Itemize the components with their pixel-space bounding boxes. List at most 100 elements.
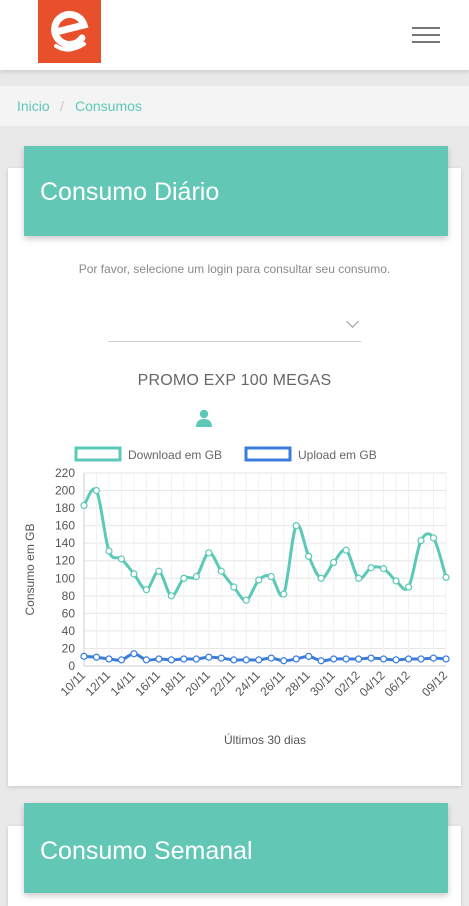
y-tick-label: 120 — [55, 554, 75, 568]
data-point — [267, 572, 275, 581]
breadcrumb: Inicio / Consumos — [0, 86, 469, 126]
data-point — [267, 654, 275, 662]
data-point — [130, 570, 138, 578]
data-point — [217, 654, 225, 662]
data-point — [192, 572, 200, 581]
data-point — [355, 574, 363, 582]
breadcrumb-current: Consumos — [75, 98, 142, 114]
data-point — [205, 549, 213, 557]
data-point — [392, 577, 400, 585]
x-tick-label: 12/11 — [83, 668, 114, 699]
x-tick-label: 28/11 — [282, 668, 313, 699]
data-point — [142, 656, 151, 664]
top-navbar — [0, 0, 469, 70]
y-tick-label: 80 — [62, 589, 76, 603]
data-point — [155, 567, 163, 575]
data-point — [429, 534, 438, 542]
x-tick-label: 24/11 — [232, 668, 263, 699]
x-tick-label: 16/11 — [133, 668, 164, 699]
x-tick-label: 04/12 — [357, 668, 388, 699]
plan-name: PROMO EXP 100 MEGAS — [137, 372, 332, 389]
user-icon — [196, 409, 212, 427]
data-point — [117, 656, 126, 664]
data-point — [80, 652, 88, 660]
x-tick-label: 09/12 — [419, 668, 450, 699]
y-tick-label: 40 — [62, 624, 76, 638]
data-point — [317, 574, 325, 582]
x-tick-label: 06/12 — [382, 668, 413, 699]
data-point — [167, 656, 175, 664]
x-tick-label: 02/12 — [332, 668, 363, 699]
data-point — [280, 590, 288, 598]
data-point — [117, 555, 126, 563]
data-point — [417, 536, 425, 545]
data-point — [242, 656, 250, 664]
breadcrumb-home-link[interactable]: Inicio — [17, 98, 50, 114]
e-brand-logo-icon — [51, 10, 89, 52]
data-point — [80, 501, 88, 510]
data-point — [230, 656, 238, 664]
data-point — [367, 654, 375, 662]
series-line — [83, 652, 447, 663]
data-point — [342, 655, 350, 663]
data-point — [192, 655, 200, 663]
data-point — [342, 546, 350, 554]
x-axis-label: Últimos 30 dias — [224, 732, 306, 747]
data-point — [255, 656, 263, 664]
data-point — [130, 650, 138, 658]
data-point — [217, 567, 225, 575]
y-tick-label: 60 — [62, 606, 76, 620]
weekly-card-title: Consumo Semanal — [40, 837, 253, 865]
legend-swatch — [244, 446, 292, 462]
legend-label: Download em GB — [128, 448, 222, 462]
x-tick-label: 10/11 — [58, 668, 89, 699]
hamburger-menu-icon-bar — [412, 41, 440, 43]
data-point — [404, 655, 413, 663]
data-point — [167, 592, 175, 600]
x-tick-label: 22/11 — [207, 668, 238, 699]
data-point — [92, 653, 101, 661]
hamburger-menu-button[interactable] — [412, 24, 442, 46]
data-point — [379, 565, 388, 573]
data-point — [230, 583, 238, 591]
data-point — [330, 558, 338, 567]
y-tick-label: 100 — [55, 571, 75, 585]
y-tick-label: 180 — [55, 501, 75, 515]
series-line — [82, 487, 448, 602]
x-tick-label: 14/11 — [108, 668, 139, 699]
hamburger-menu-icon-bar — [412, 34, 440, 36]
data-point — [292, 655, 300, 663]
x-tick-label: 26/11 — [257, 668, 288, 699]
login-instruction-text: Por favor, selecione um login para consu… — [78, 262, 391, 276]
login-select[interactable] — [108, 305, 361, 342]
y-tick-label: 20 — [62, 641, 76, 655]
y-tick-label: 220 — [55, 466, 75, 480]
data-point — [305, 652, 313, 660]
brand-logo[interactable] — [38, 0, 101, 63]
data-point — [392, 656, 400, 664]
data-point — [242, 596, 250, 604]
data-point — [155, 655, 163, 663]
y-axis-label: Consumo em GB — [23, 523, 37, 615]
data-point — [429, 654, 438, 662]
data-point — [180, 574, 188, 582]
legend-label: Upload em GB — [298, 448, 377, 462]
data-point — [404, 583, 413, 591]
y-tick-label: 0 — [68, 659, 75, 673]
y-tick-label: 160 — [55, 519, 75, 533]
data-point — [180, 655, 188, 663]
daily-consumption-chart: 0 20 40 60 80 100 120 140 160 180 200 220 10/1112/11… — [23, 446, 450, 747]
legend-swatch — [74, 446, 122, 462]
y-tick-label: 200 — [55, 484, 75, 498]
data-point — [205, 653, 213, 661]
data-point — [367, 564, 375, 572]
data-point — [417, 655, 425, 663]
data-point — [442, 573, 450, 581]
x-tick-label: 18/11 — [157, 668, 188, 699]
x-tick-label: 20/11 — [182, 668, 213, 699]
data-point — [379, 655, 388, 663]
x-tick-label: 30/11 — [307, 668, 338, 699]
data-point — [330, 655, 338, 663]
data-point — [442, 655, 450, 663]
hamburger-menu-icon — [412, 27, 440, 29]
